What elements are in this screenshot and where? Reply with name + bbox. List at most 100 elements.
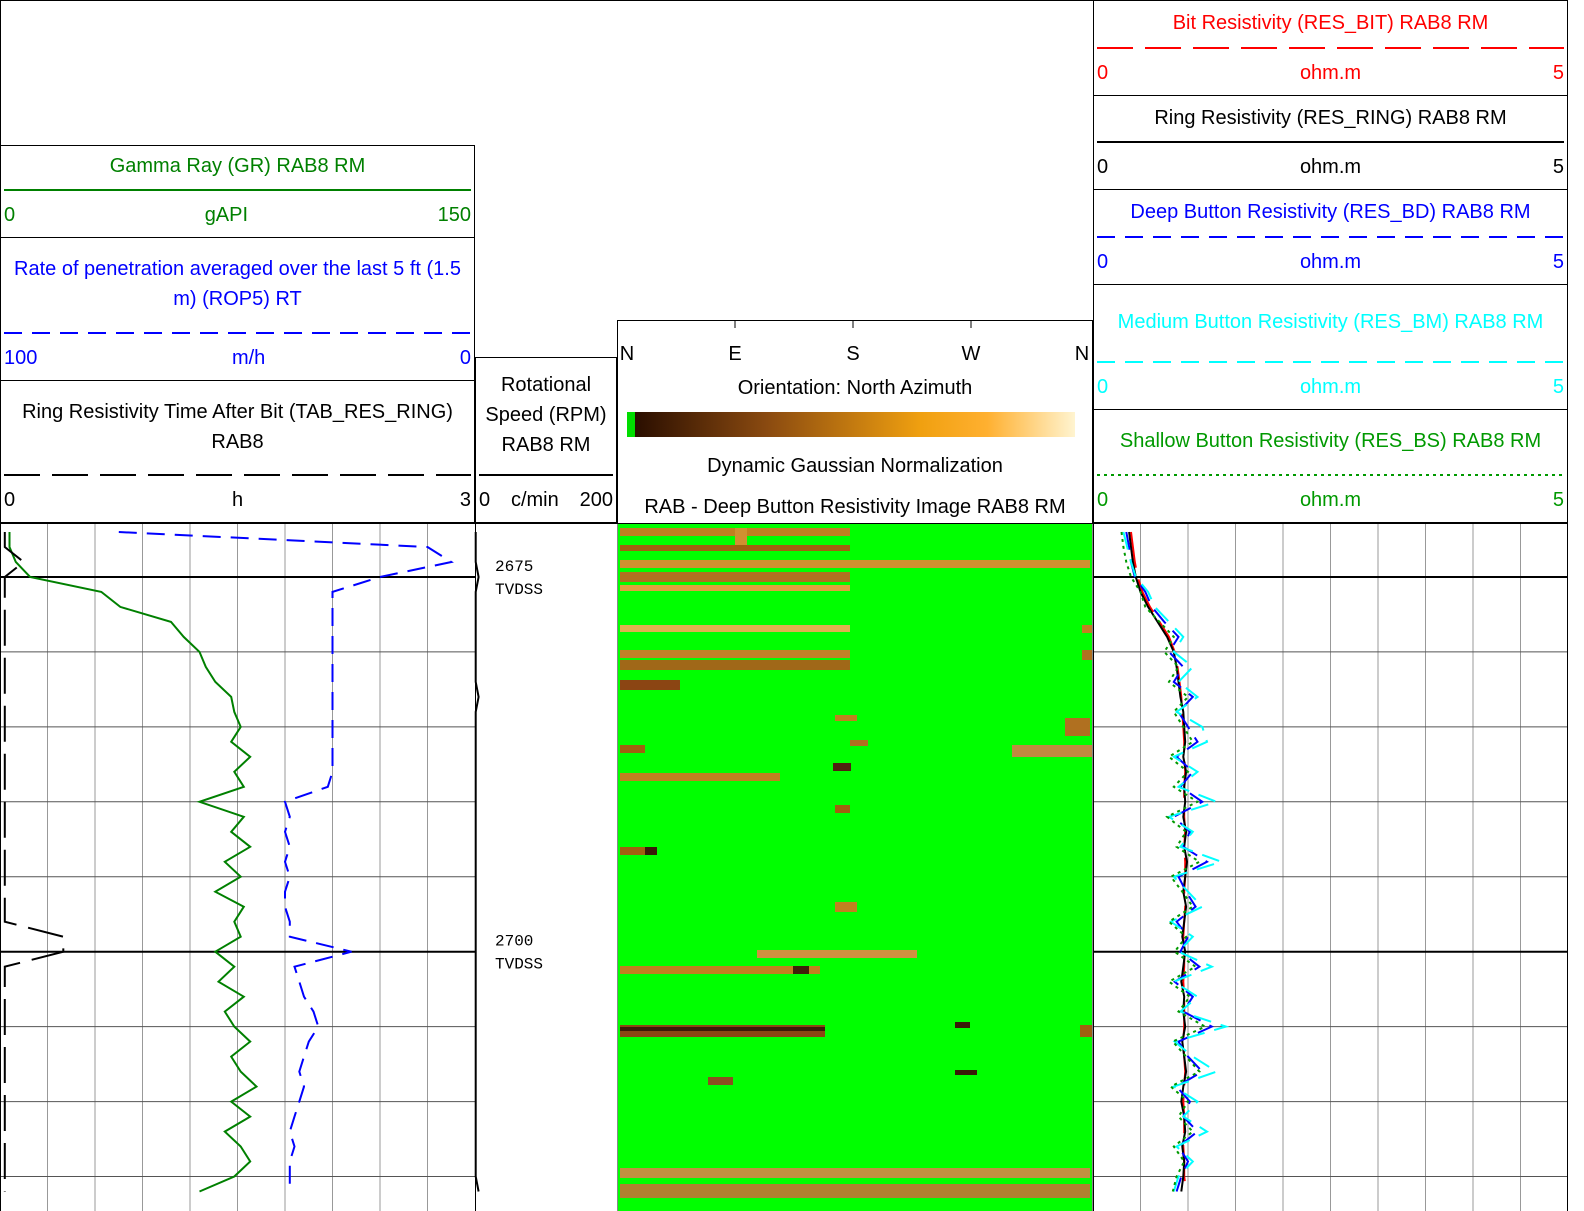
scale-unit: ohm.m (1299, 488, 1362, 511)
curve-legend (1097, 47, 1564, 49)
image-stripe (620, 585, 850, 591)
image-stripe (835, 902, 857, 912)
scale-left: 0 (1097, 61, 1109, 84)
image-stripe (1082, 650, 1092, 660)
azimuth-label: S (846, 343, 859, 365)
scale-left: 0 (1097, 155, 1109, 178)
curve-scale: 0 ohm.m 5 (1093, 240, 1568, 284)
image-stripe (620, 847, 655, 855)
depth-label: 2700 (495, 933, 533, 951)
image-stripe (955, 1022, 970, 1028)
curve-header: Bit Resistivity (RES_BIT) RAB8 RM 0 ohm.m 5 (1093, 0, 1568, 96)
scale-left: 0 (1097, 250, 1109, 273)
image-stripe (620, 625, 850, 632)
curve-name: Rotational Speed (RPM) RAB8 RM (485, 373, 607, 456)
color-bar (635, 412, 1075, 437)
curve-legend (1097, 141, 1564, 143)
curve-header: Gamma Ray (GR) RAB8 RM 0 gAPI 150 (0, 145, 475, 238)
scale-right: 200 (579, 488, 613, 511)
image-stripe (620, 1027, 825, 1031)
scale-unit: ohm.m (1299, 155, 1362, 178)
image-header: N E S W N Orientation: North Azimuth Dyn… (620, 320, 1089, 518)
image-orientation-title: Orientation: North Azimuth (738, 377, 973, 399)
image-name: RAB - Deep Button Resistivity Image RAB8… (644, 496, 1065, 518)
depth-unit: TVDSS (495, 581, 543, 599)
image-stripe (645, 847, 657, 855)
scale-right: 5 (1552, 155, 1564, 178)
image-stripe (735, 528, 747, 548)
image-stripe (620, 545, 850, 551)
curve-header: Ring Resistivity Time After Bit (TAB_RES… (0, 381, 475, 523)
curve-legend (1097, 236, 1564, 238)
curve-legend (4, 474, 471, 476)
curve-header: Rotational Speed (RPM) RAB8 RM 0 c/min 200 (475, 357, 617, 523)
image-stripe (955, 1070, 977, 1075)
scale-unit: ohm.m (1299, 61, 1362, 84)
color-bar-null (627, 412, 635, 437)
depth-unit: TVDSS (495, 956, 543, 974)
curve-name: Ring Resistivity Time After Bit (TAB_RES… (22, 400, 453, 453)
image-stripe (620, 966, 820, 974)
scale-right: 150 (437, 203, 471, 226)
image-stripe (620, 660, 850, 670)
image-stripe (620, 650, 850, 658)
curve-scale: 0 gAPI 150 (0, 193, 475, 237)
image-stripe (620, 773, 780, 781)
curve-scale: 0 ohm.m 5 (1093, 365, 1568, 409)
curve-scale: 0 h 3 (0, 478, 475, 522)
image-stripe (620, 1168, 1090, 1178)
curve-legend (4, 189, 471, 191)
image-normalization: Dynamic Gaussian Normalization (707, 455, 1003, 477)
curve-legend (479, 474, 613, 476)
scale-left: 0 (1097, 375, 1109, 398)
scale-right: 5 (1552, 61, 1564, 84)
azimuth-label: W (962, 343, 981, 365)
log-curve (3, 532, 65, 1192)
image-stripe (850, 740, 868, 746)
image-stripe (833, 763, 851, 771)
scale-unit: gAPI (204, 203, 249, 226)
curve-name: Ring Resistivity (RES_RING) RAB8 RM (1154, 106, 1507, 129)
curve-legend (1097, 361, 1564, 363)
log-curve (1120, 531, 1208, 1192)
image-stripe (1082, 625, 1092, 633)
scale-right: 0 (459, 346, 471, 369)
curve-legend (1097, 474, 1564, 476)
image-stripe (793, 966, 809, 974)
log-curve (8, 532, 259, 1193)
image-stripe (620, 572, 850, 582)
curve-name: Rate of penetration averaged over the la… (14, 258, 461, 310)
image-stripe (1080, 1025, 1092, 1037)
curve-name: Medium Button Resistivity (RES_BM) RAB8 … (1117, 311, 1544, 333)
azimuth-label: N (620, 343, 634, 365)
curve-name: Bit Resistivity (RES_BIT) RAB8 RM (1172, 11, 1489, 34)
curve-name: Shallow Button Resistivity (RES_BS) RAB8… (1119, 430, 1542, 452)
image-stripe (835, 715, 857, 721)
scale-unit: ohm.m (1299, 375, 1362, 398)
image-stripe (1012, 745, 1092, 757)
curve-scale: 0 ohm.m 5 (1093, 145, 1568, 189)
azimuth-label: E (728, 343, 741, 365)
image-stripe (620, 745, 645, 753)
curve-scale: 0 ohm.m 5 (1093, 51, 1568, 95)
image-stripe (620, 560, 1090, 568)
resistivity-image (617, 523, 1093, 1211)
curve-header: Rate of penetration averaged over the la… (0, 238, 475, 381)
image-stripe (620, 680, 680, 690)
scale-right: 5 (1552, 488, 1564, 511)
image-stripe (620, 1184, 1090, 1198)
scale-left: 0 (1097, 488, 1109, 511)
image-background (618, 524, 1092, 1211)
curve-header: Medium Button Resistivity (RES_BM) RAB8 … (1093, 285, 1568, 410)
scale-unit: ohm.m (1299, 250, 1362, 273)
log-curve (474, 532, 480, 1192)
log-curve (1122, 531, 1230, 1192)
scale-left: 100 (4, 346, 38, 369)
curve-header: Ring Resistivity (RES_RING) RAB8 RM 0 ohm.… (1093, 96, 1568, 190)
scale-unit: h (231, 488, 244, 511)
scale-right: 5 (1552, 250, 1564, 273)
scale-left: 0 (479, 488, 491, 511)
curve-header: Deep Button Resistivity (RES_BD) RAB8 RM… (1093, 190, 1568, 285)
